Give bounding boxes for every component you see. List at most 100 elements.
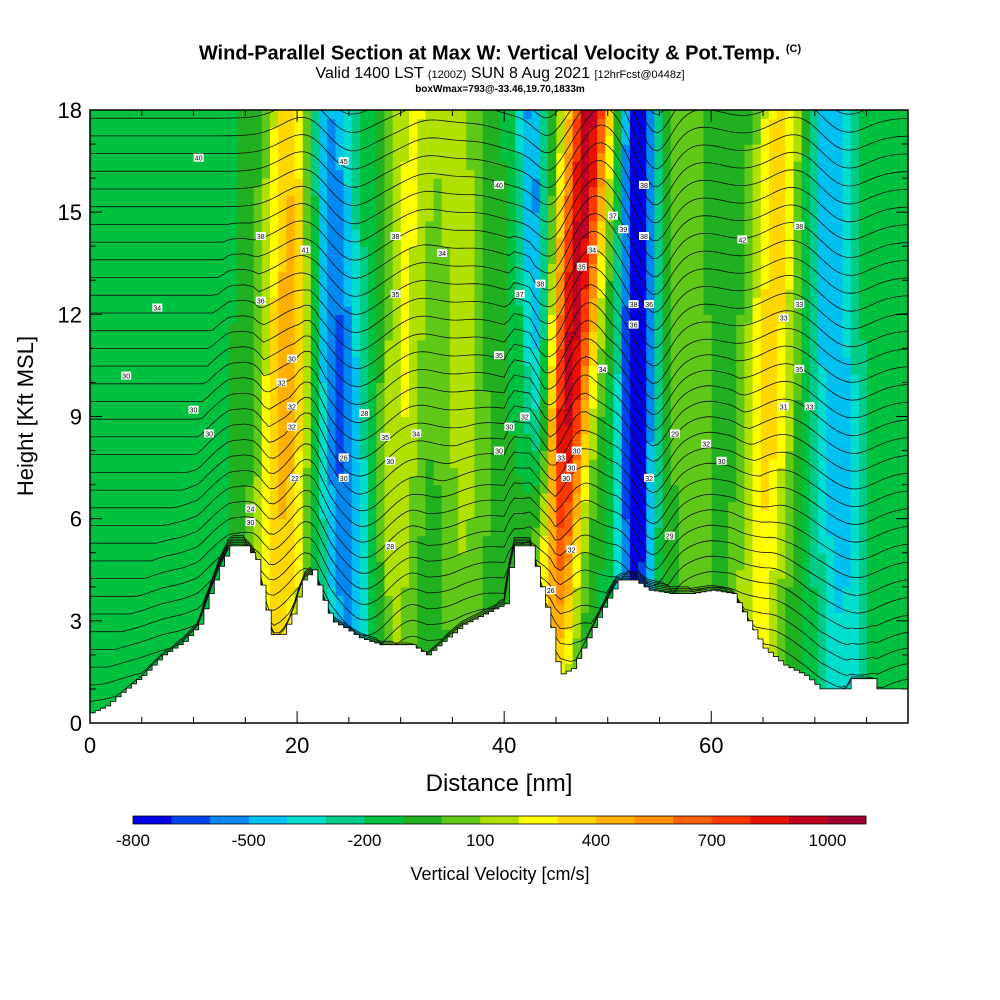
field-cell <box>310 390 320 401</box>
field-cell <box>728 459 737 469</box>
field-cell <box>155 390 165 401</box>
field-cell <box>139 450 148 460</box>
field-cell <box>809 365 819 375</box>
field-cell <box>155 399 165 409</box>
field-cell <box>163 476 173 486</box>
field-cell <box>752 322 762 332</box>
field-cell <box>548 450 557 460</box>
field-cell <box>842 476 852 486</box>
field-cell <box>891 476 901 486</box>
field-cell <box>359 535 369 545</box>
field-cell <box>351 510 361 520</box>
field-cell <box>130 501 140 511</box>
field-cell <box>654 518 664 528</box>
field-cell <box>670 459 680 469</box>
field-cell <box>122 561 132 571</box>
field-cell <box>261 569 271 579</box>
field-cell <box>90 671 99 682</box>
field-cell <box>842 603 852 613</box>
field-cell <box>580 586 590 596</box>
field-cell <box>196 484 206 494</box>
field-cell <box>588 459 598 469</box>
field-cell <box>703 450 713 460</box>
field-cell <box>834 365 844 375</box>
field-cell <box>548 373 557 384</box>
field-cell <box>499 433 508 443</box>
field-cell <box>245 527 255 537</box>
field-cell <box>891 484 901 494</box>
field-cell <box>359 314 369 324</box>
field-cell <box>818 331 827 341</box>
field-cell <box>785 365 795 375</box>
field-cell <box>237 305 247 315</box>
field-cell <box>482 356 492 367</box>
field-cell <box>188 365 197 375</box>
field-cell <box>826 680 835 690</box>
field-cell <box>261 552 271 562</box>
field-cell <box>809 620 819 630</box>
field-cell <box>768 331 778 341</box>
field-cell <box>229 348 238 358</box>
field-cell <box>826 382 835 392</box>
field-cell <box>400 305 410 315</box>
field-cell <box>523 484 533 494</box>
field-cell <box>310 552 320 562</box>
field-cell <box>278 612 287 622</box>
field-cell <box>597 595 606 605</box>
field-cell <box>891 527 901 537</box>
field-cell <box>441 373 451 384</box>
field-cell <box>736 314 745 324</box>
field-cell <box>449 433 459 443</box>
field-cell <box>638 407 647 418</box>
field-cell <box>678 535 688 545</box>
field-cell <box>687 339 696 349</box>
field-cell <box>384 603 394 613</box>
field-cell <box>319 407 328 418</box>
field-cell <box>139 595 148 605</box>
field-cell <box>188 612 197 622</box>
field-cell <box>572 390 582 401</box>
field-cell <box>212 476 222 486</box>
field-cell <box>875 373 885 384</box>
field-cell <box>858 382 868 392</box>
field-cell <box>196 399 206 409</box>
field-cell <box>875 433 885 443</box>
field-cell <box>638 552 647 562</box>
field-cell <box>556 595 566 605</box>
field-cell <box>171 535 181 545</box>
field-cell <box>719 510 729 520</box>
field-cell <box>351 527 361 537</box>
field-cell <box>572 416 582 426</box>
field-cell <box>343 399 353 409</box>
field-cell <box>875 331 885 341</box>
field-cell <box>883 442 893 452</box>
field-cell <box>850 620 860 630</box>
field-cell <box>515 442 525 452</box>
field-cell <box>130 433 140 443</box>
field-cell <box>883 399 893 409</box>
field-cell <box>98 339 107 349</box>
field-cell <box>891 654 901 664</box>
field-cell <box>114 390 124 401</box>
field-cell <box>90 297 99 307</box>
field-cell <box>768 544 778 554</box>
field-cell <box>842 399 852 409</box>
field-cell <box>515 535 525 545</box>
field-cell <box>826 476 835 486</box>
field-cell <box>458 527 467 537</box>
field-cell <box>343 595 353 605</box>
field-cell <box>826 484 835 494</box>
field-cell <box>588 348 598 358</box>
field-cell <box>433 305 443 315</box>
field-cell <box>106 535 116 545</box>
field-cell <box>728 305 737 315</box>
field-cell <box>376 544 386 554</box>
field-cell <box>392 518 402 528</box>
field-cell <box>850 450 860 460</box>
field-cell <box>523 373 533 384</box>
field-cell <box>384 637 394 647</box>
field-cell <box>171 425 181 435</box>
field-cell <box>229 416 238 426</box>
field-cell <box>302 527 312 537</box>
field-cell <box>842 331 852 341</box>
